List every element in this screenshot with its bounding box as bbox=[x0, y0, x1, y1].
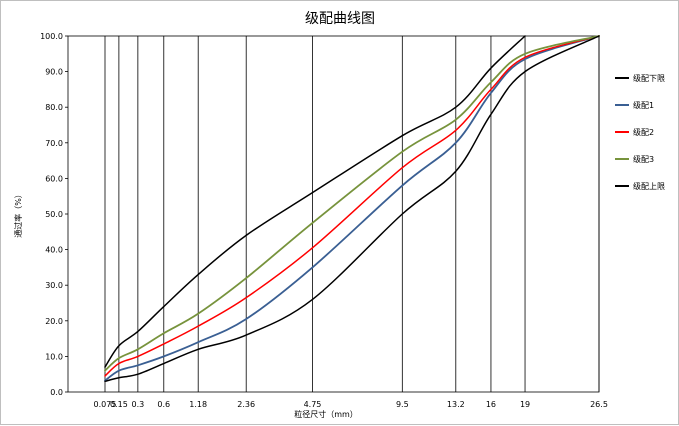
series-line-2 bbox=[104, 35, 600, 382]
x-axis-title: 粒径尺寸（mm） bbox=[294, 409, 358, 419]
x-tick-label: 16 bbox=[486, 400, 496, 409]
grid-layer bbox=[67, 35, 600, 393]
legend-label: 级配2 bbox=[633, 127, 654, 137]
y-tick-label: 90.0 bbox=[45, 68, 63, 77]
series-layer bbox=[104, 35, 600, 383]
legend-label: 级配下限 bbox=[633, 73, 665, 83]
y-tick-label: 10.0 bbox=[45, 352, 63, 361]
x-tick-label: 9.5 bbox=[396, 400, 409, 409]
x-tick-label: 1.18 bbox=[189, 400, 207, 409]
series-line-4 bbox=[104, 35, 600, 372]
y-tick-label: 80.0 bbox=[45, 103, 63, 112]
y-tick-label: 100.0 bbox=[40, 32, 63, 41]
y-tick-label: 60.0 bbox=[45, 174, 63, 183]
legend-label: 级配3 bbox=[633, 154, 654, 164]
series-line-1 bbox=[104, 35, 526, 368]
y-tick-label: 70.0 bbox=[45, 139, 63, 148]
x-tick-label: 0.6 bbox=[157, 400, 170, 409]
x-tick-label: 0.15 bbox=[110, 400, 128, 409]
x-tick-label: 0.075 bbox=[94, 400, 117, 409]
x-tick-label: 19 bbox=[520, 400, 530, 409]
x-tick-label: 26.5 bbox=[590, 400, 608, 409]
plot-area-border bbox=[67, 35, 600, 393]
y-tick-label: 0.0 bbox=[50, 388, 63, 397]
x-tick-label: 13.2 bbox=[447, 400, 465, 409]
y-tick-label: 50.0 bbox=[45, 210, 63, 219]
x-tick-label: 2.36 bbox=[237, 400, 255, 409]
y-tick-label: 30.0 bbox=[45, 281, 63, 290]
x-tick-label: 4.75 bbox=[304, 400, 322, 409]
axis-layer: 0.0 10.0 20.0 30.0 40.0 50.0 60.0 70.0 80.0 90.0 1… bbox=[40, 32, 608, 409]
x-tick-label: 0.3 bbox=[131, 400, 144, 409]
legend-label: 级配1 bbox=[633, 100, 654, 110]
series-line-3 bbox=[104, 35, 600, 377]
legend-label: 级配上限 bbox=[633, 181, 665, 191]
series-line-5 bbox=[104, 35, 600, 383]
y-tick-label: 20.0 bbox=[45, 317, 63, 326]
y-axis-title: 通过率（%） bbox=[13, 190, 23, 238]
y-tick-label: 40.0 bbox=[45, 246, 63, 255]
chart-title: 级配曲线图 bbox=[305, 11, 375, 27]
